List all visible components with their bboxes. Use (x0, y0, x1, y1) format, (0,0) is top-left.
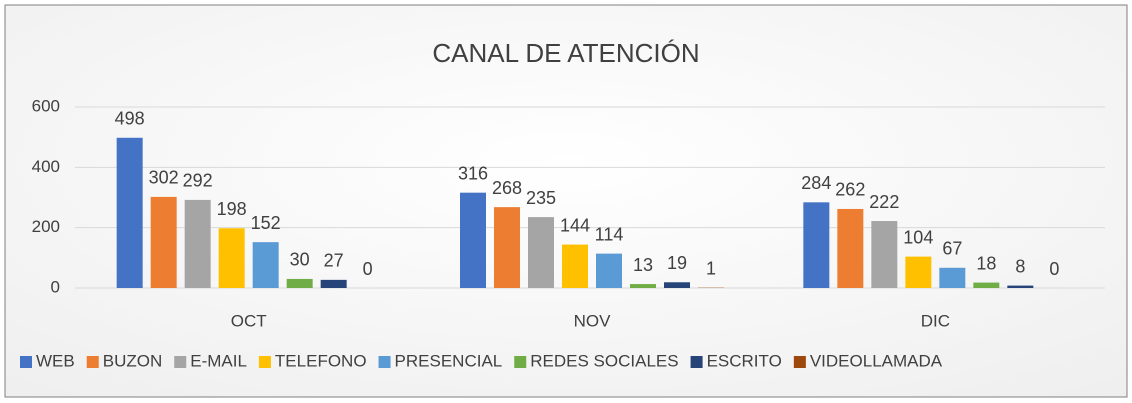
data-label: 268 (492, 178, 522, 198)
bar (837, 208, 864, 288)
bar (803, 202, 830, 288)
bar (252, 242, 279, 288)
bar (596, 253, 622, 288)
data-label: 292 (183, 171, 213, 191)
data-label: 30 (290, 250, 310, 270)
legend-label: PRESENCIAL (395, 351, 503, 370)
data-label: 104 (903, 227, 933, 247)
legend-label: TELEFONO (275, 351, 367, 370)
legend-label: WEB (36, 351, 75, 370)
bar (494, 207, 520, 288)
legend-swatch (690, 356, 703, 368)
legend-swatch (174, 356, 187, 368)
bar (973, 282, 1000, 288)
bar (939, 267, 966, 288)
bar (218, 228, 245, 288)
data-label: 0 (1049, 259, 1059, 279)
bar (528, 217, 554, 288)
bar (320, 279, 347, 288)
bar (1007, 285, 1034, 288)
bar (871, 221, 898, 288)
data-label: 235 (526, 188, 556, 208)
data-label: 262 (835, 180, 865, 200)
bar (905, 256, 932, 288)
legend-swatch (793, 356, 806, 368)
x-tick-label: NOV (574, 311, 612, 330)
legend-swatch (258, 356, 271, 368)
data-label: 498 (115, 109, 145, 129)
bar (460, 192, 486, 288)
data-label: 302 (149, 168, 179, 188)
legend-label: E-MAIL (190, 351, 247, 370)
bar (116, 137, 143, 288)
legend-swatch (378, 356, 391, 368)
data-label: 144 (560, 215, 590, 235)
x-tick-label: OCT (231, 311, 267, 330)
y-tick-label: 400 (32, 157, 60, 176)
data-label: 152 (251, 213, 281, 233)
data-label: 316 (458, 163, 488, 183)
legend-label: ESCRITO (707, 351, 782, 370)
chart-title: CANAL DE ATENCIÓN (432, 38, 699, 68)
data-label: 67 (942, 239, 962, 259)
data-label: 19 (667, 253, 687, 273)
data-label: 27 (324, 251, 344, 271)
legend-swatch (514, 356, 527, 368)
y-tick-label: 200 (32, 217, 60, 236)
data-label: 13 (633, 255, 653, 275)
data-label: 1 (706, 258, 716, 278)
y-tick-label: 0 (51, 277, 60, 296)
bar (562, 244, 588, 288)
x-tick-label: DIC (921, 311, 950, 330)
legend-swatch (20, 356, 32, 368)
data-label: 284 (801, 173, 831, 193)
legend-label: BUZON (103, 351, 163, 370)
data-label: 222 (869, 192, 899, 212)
bar (630, 284, 656, 288)
data-label: 198 (217, 199, 247, 219)
data-label: 8 (1015, 256, 1025, 276)
bar (286, 278, 313, 288)
data-label: 114 (595, 224, 624, 244)
bar (664, 282, 690, 288)
legend-swatch (86, 356, 99, 368)
data-label: 18 (976, 253, 996, 273)
y-tick-label: 600 (32, 96, 60, 115)
legend-label: REDES SOCIALES (530, 351, 678, 370)
bar (150, 196, 177, 288)
bar (184, 199, 211, 288)
data-label: 0 (363, 259, 373, 279)
legend-label: VIDEOLLAMADA (810, 351, 943, 370)
